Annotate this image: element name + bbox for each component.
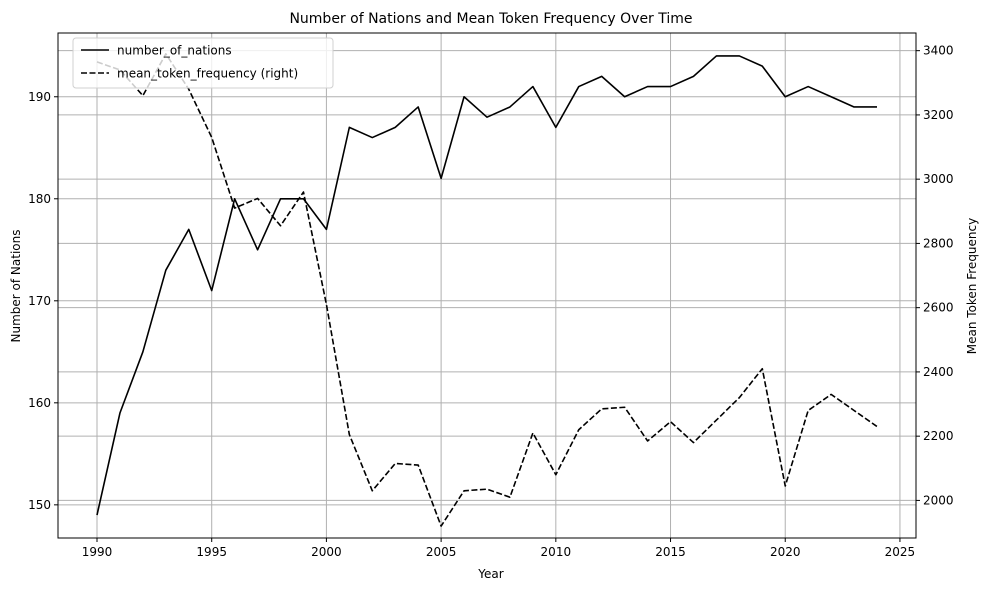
chart-title: Number of Nations and Mean Token Frequen… [289, 11, 692, 27]
y-tick-label-left-150: 150 [28, 498, 51, 512]
y-axis-label-right: Mean Token Frequency [965, 218, 979, 354]
y-tick-label-right-2800: 2800 [923, 236, 954, 250]
y-tick-label-right-2200: 2200 [923, 429, 954, 443]
x-tick-label-1995: 1995 [196, 545, 227, 559]
series-line-number-of-nations [96, 55, 877, 516]
plot-frame [57, 32, 917, 539]
series-layer [96, 53, 878, 527]
x-tick-label-2015: 2015 [655, 545, 686, 559]
y-tick-label-left-180: 180 [28, 192, 51, 206]
legend-label-mean-token-frequency: mean_token_frequency (right) [117, 67, 298, 81]
x-axis-label: Year [477, 567, 503, 581]
y-tick-label-right-3000: 3000 [923, 172, 954, 186]
x-tick-label-1990: 1990 [82, 545, 113, 559]
y-tick-label-right-3400: 3400 [923, 44, 954, 58]
x-tick-label-2010: 2010 [541, 545, 572, 559]
y-tick-label-right-2000: 2000 [923, 493, 954, 507]
series-line-mean-token-frequency-right [96, 53, 878, 527]
grid-layer [58, 33, 916, 538]
ticks-layer: 1990 1995 2000 2005 2010 2015 2020 2025 150 160 17… [28, 44, 953, 559]
legend-label-number-of-nations: number_of_nations [117, 44, 232, 58]
y-tick-label-left-190: 190 [28, 90, 51, 104]
x-tick-label-2020: 2020 [770, 545, 801, 559]
x-tick-label-2005: 2005 [426, 545, 457, 559]
legend: number_of_nations mean_token_frequency (… [72, 37, 334, 89]
y-tick-label-left-170: 170 [28, 294, 51, 308]
y-tick-label-left-160: 160 [28, 396, 51, 410]
y-tick-label-right-2600: 2600 [923, 301, 954, 315]
y-tick-label-right-3200: 3200 [923, 108, 954, 122]
x-tick-label-2000: 2000 [311, 545, 342, 559]
axes-layer [57, 32, 917, 539]
x-tick-label-2025: 2025 [885, 545, 916, 559]
legend-box [72, 37, 334, 89]
y-tick-label-right-2400: 2400 [923, 365, 954, 379]
y-axis-label-left: Number of Nations [9, 230, 23, 343]
